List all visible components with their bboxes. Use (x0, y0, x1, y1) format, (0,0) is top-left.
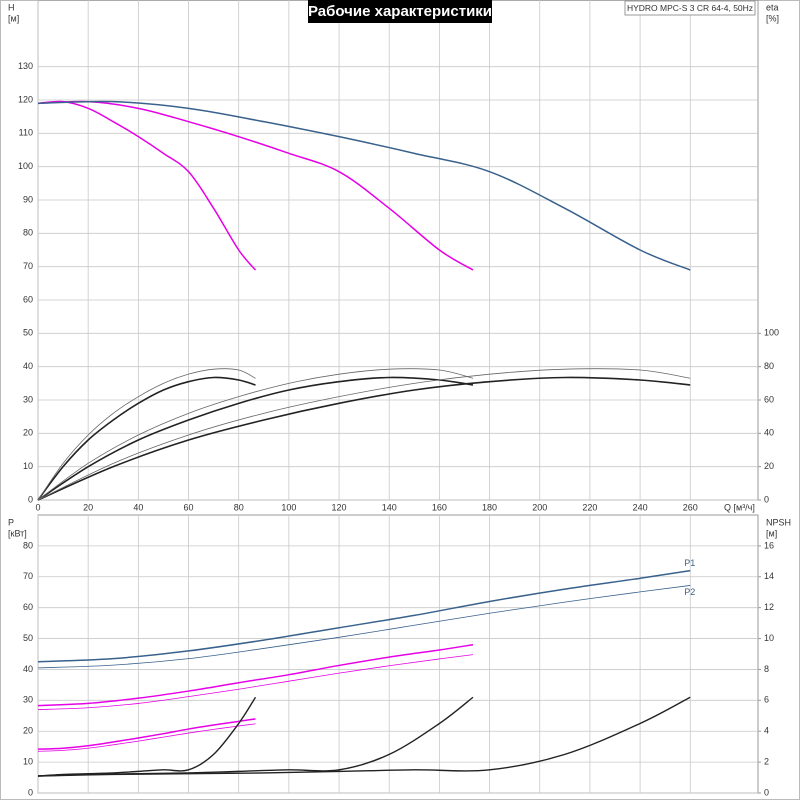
y2-tick-label: 6 (764, 695, 769, 705)
x-tick-label: 180 (482, 502, 497, 512)
series-line (37, 696, 257, 777)
series-line (37, 718, 256, 750)
y2-tick-label: 40 (764, 428, 774, 438)
series-line (37, 376, 256, 501)
x-tick-label: 260 (683, 502, 698, 512)
y2-axis-label: NPSH (766, 517, 791, 527)
series-line (37, 376, 691, 501)
x-tick-label: 160 (432, 502, 447, 512)
y-tick-label: 10 (23, 756, 33, 766)
y-tick-label: 20 (23, 726, 33, 736)
y-tick-label: 10 (23, 461, 33, 471)
series-label: P2 (684, 587, 695, 597)
y-tick-label: 90 (23, 194, 33, 204)
series-line (37, 696, 691, 777)
y2-axis-label: eta (766, 2, 779, 12)
title-box (308, 0, 492, 23)
y-tick-label: 130 (18, 61, 33, 71)
subtitle-box (624, 0, 756, 16)
x-tick-label: 220 (582, 502, 597, 512)
series-line (37, 569, 691, 663)
y-tick-label: 0 (28, 787, 33, 797)
series-line (37, 100, 691, 271)
y-tick-label: 20 (23, 428, 33, 438)
x-axis-label: Q [м³/ч] (724, 502, 755, 512)
y-tick-label: 70 (23, 261, 33, 271)
series-line (37, 368, 256, 501)
x-tick-label: 40 (133, 502, 143, 512)
y-tick-label: 60 (23, 602, 33, 612)
series-line (37, 368, 474, 501)
y2-tick-label: 0 (764, 787, 769, 797)
y-axis-label: H (8, 2, 15, 12)
series-line (37, 100, 474, 271)
x-tick-label: 200 (532, 502, 547, 512)
y-tick-label: 100 (18, 161, 33, 171)
y-tick-label: 30 (23, 695, 33, 705)
y-tick-label: 60 (23, 294, 33, 304)
y2-tick-label: 60 (764, 394, 774, 404)
y-tick-label: 50 (23, 328, 33, 338)
x-tick-label: 60 (184, 502, 194, 512)
y2-tick-label: 20 (764, 461, 774, 471)
x-tick-label: 0 (35, 502, 40, 512)
x-tick-label: 120 (332, 502, 347, 512)
x-tick-label: 240 (633, 502, 648, 512)
chart-subtitle: HYDRO MPC-S 3 CR 64-4, 50Hz (627, 3, 753, 13)
y-tick-label: 70 (23, 571, 33, 581)
y2-tick-label: 14 (764, 571, 774, 581)
y2-tick-label: 2 (764, 756, 769, 766)
series-line (37, 100, 257, 271)
chart-title: Рабочие характеристики (308, 3, 492, 20)
series-line (37, 654, 474, 710)
y2-tick-label: 10 (764, 633, 774, 643)
y2-axis-label: [%] (766, 13, 779, 23)
x-tick-label: 80 (234, 502, 244, 512)
x-tick-label: 100 (281, 502, 296, 512)
y-tick-label: 80 (23, 228, 33, 238)
y-axis-label: [кВт] (8, 528, 27, 538)
y2-tick-label: 8 (764, 664, 769, 674)
y-axis-label: P (8, 517, 14, 527)
y-axis-label: [м] (8, 13, 19, 23)
y2-tick-label: 0 (764, 494, 769, 504)
series-line (37, 723, 256, 752)
y2-tick-label: 4 (764, 726, 769, 736)
series-line (37, 376, 474, 501)
series-label: P1 (684, 558, 695, 568)
y-tick-label: 50 (23, 633, 33, 643)
y2-tick-label: 12 (764, 602, 774, 612)
y2-tick-label: 100 (764, 328, 779, 338)
series-line (37, 643, 474, 707)
y-tick-label: 30 (23, 394, 33, 404)
x-tick-label: 140 (382, 502, 397, 512)
y2-tick-label: 80 (764, 361, 774, 371)
y-tick-label: 0 (28, 494, 33, 504)
series-line (37, 585, 691, 669)
y-tick-label: 120 (18, 94, 33, 104)
y-tick-label: 80 (23, 540, 33, 550)
y-tick-label: 110 (19, 128, 33, 138)
x-tick-label: 20 (83, 502, 93, 512)
y-tick-label: 40 (23, 361, 33, 371)
y-tick-label: 40 (23, 664, 33, 674)
y2-tick-label: 16 (764, 540, 774, 550)
series-line (37, 368, 691, 501)
y2-axis-label: [м] (766, 528, 777, 538)
